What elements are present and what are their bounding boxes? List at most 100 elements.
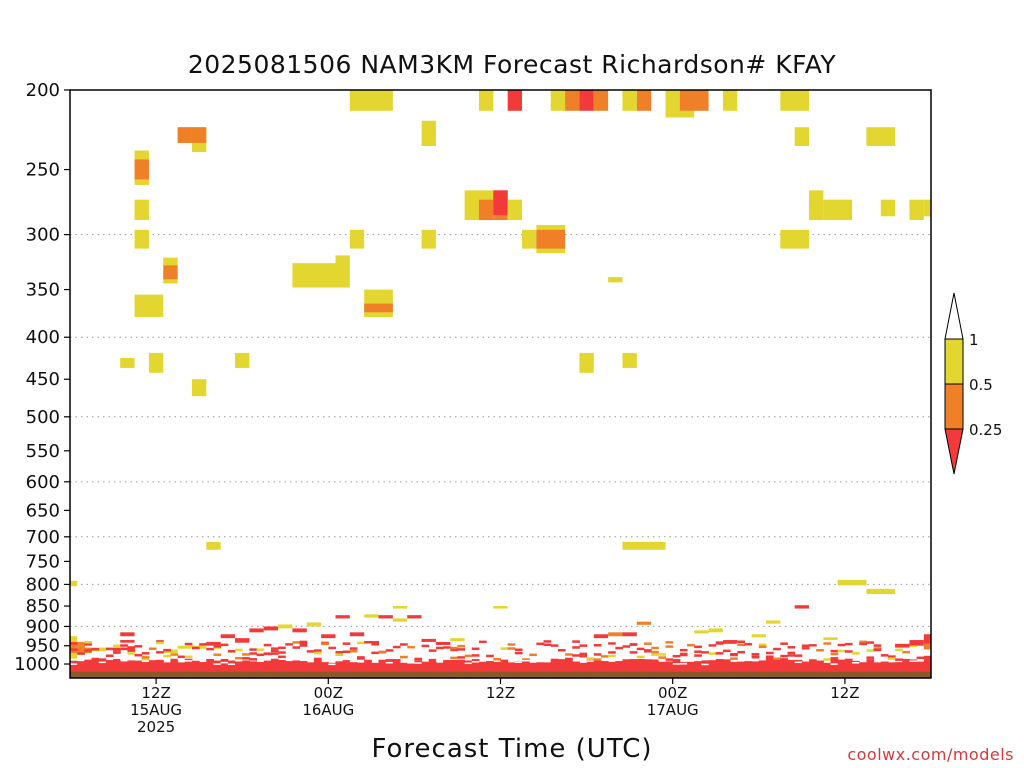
bl-streak-103-0 <box>809 644 817 647</box>
ri-cell-50 <box>148 352 164 373</box>
bl-streak-88-0 <box>701 651 710 654</box>
ri-cell-5 <box>579 90 594 111</box>
bl-base-80 <box>644 659 652 678</box>
bl-streak-62-1 <box>514 648 523 651</box>
bl-streak-99-0 <box>780 658 788 661</box>
bl-base-13 <box>163 662 171 678</box>
ri-cell-52 <box>191 379 207 397</box>
bl-streak-62-0 <box>514 651 523 655</box>
bl-base-116 <box>902 658 910 678</box>
bl-streak-29-0 <box>278 651 286 654</box>
bl-streak-55-0 <box>464 654 473 658</box>
bl-streak-8-1 <box>127 646 136 649</box>
bl-streak-22-1 <box>227 649 236 653</box>
bl-streak-35-1 <box>321 642 329 646</box>
bl-streak-92-2 <box>730 657 738 660</box>
bl-base-71 <box>579 662 588 678</box>
bl-streak-53-1 <box>450 656 458 660</box>
bl-streak-100-0 <box>787 654 796 657</box>
bl-streak-82-0 <box>658 656 667 659</box>
bl-streak-73-0 <box>593 658 602 661</box>
bl-gap-36 <box>328 663 336 666</box>
y-tick-label-250: 250 <box>26 160 60 181</box>
bl-streak-86-0 <box>687 643 695 647</box>
bl-streak-73-1 <box>593 644 602 647</box>
bl-streak-5-0 <box>105 654 114 657</box>
ri-cell-73 <box>177 645 192 649</box>
bl-base-18 <box>199 662 207 678</box>
bl-streak-93-2 <box>737 650 745 654</box>
bl-streak-81-0 <box>651 653 659 656</box>
ri-cell-22 <box>134 159 149 180</box>
bl-streak-93-0 <box>737 643 745 647</box>
bl-base-115 <box>895 662 903 678</box>
legend-label-2: 0.25 <box>969 421 1002 439</box>
bl-streak-71-1 <box>579 652 588 656</box>
bl-base-79 <box>636 658 645 678</box>
bl-streak-50-0 <box>428 649 437 652</box>
bl-streak-40-1 <box>357 656 365 659</box>
ri-cell-39 <box>536 229 566 249</box>
y-tick-label-900: 900 <box>26 616 60 637</box>
ri-cell-62 <box>794 605 810 609</box>
bl-streak-112-0 <box>873 647 882 650</box>
ri-cell-70 <box>120 640 135 643</box>
bl-streak-112-1 <box>873 648 882 652</box>
bl-base-50 <box>428 658 437 678</box>
bl-streak-12-2 <box>156 641 164 645</box>
bl-streak-24-0 <box>242 653 250 656</box>
bl-base-86 <box>687 661 695 678</box>
bl-base-66 <box>543 662 552 678</box>
bl-base-101 <box>794 659 803 678</box>
ri-cell-85 <box>349 632 365 637</box>
bl-streak-64-0 <box>529 653 537 657</box>
bl-streak-17-0 <box>191 646 200 650</box>
bl-base-43 <box>378 659 387 678</box>
bl-base-10 <box>141 661 150 678</box>
bl-gap-106 <box>830 663 839 665</box>
ri-cell-30 <box>823 199 853 221</box>
bl-base-57 <box>478 661 487 678</box>
bl-streak-21-0 <box>220 643 229 647</box>
bl-base-38 <box>342 660 351 678</box>
bl-streak-106-1 <box>830 657 839 660</box>
bl-gap-20 <box>213 663 222 665</box>
bl-streak-94-0 <box>744 643 753 646</box>
bl-base-30 <box>285 661 293 678</box>
bl-streak-100-2 <box>787 651 796 655</box>
legend: 1 0.5 0.25 <box>944 292 1002 475</box>
ri-cell-1 <box>478 90 494 111</box>
bl-streak-95-2 <box>751 656 760 659</box>
bl-streak-16-0 <box>184 655 193 659</box>
bl-streak-39-0 <box>349 649 358 653</box>
bl-base-112 <box>873 662 882 678</box>
bl-streak-60-0 <box>500 647 509 650</box>
bl-gap-63 <box>522 659 530 662</box>
bl-streak-42-0 <box>371 651 380 655</box>
ri-cell-4 <box>565 90 580 111</box>
bl-streak-118-0 <box>916 656 925 660</box>
ri-cell-13 <box>780 90 810 111</box>
ri-cell-102 <box>823 637 838 641</box>
ri-cell-42 <box>163 265 178 280</box>
bl-streak-10-0 <box>141 658 150 661</box>
bl-streak-70-1 <box>572 646 580 649</box>
bl-streak-10-1 <box>141 656 150 659</box>
y-tick-label-500: 500 <box>26 407 60 428</box>
bl-streak-76-0 <box>615 646 623 650</box>
bl-streak-9-0 <box>134 645 143 648</box>
bl-gap-87 <box>694 659 702 662</box>
bl-streak-87-2 <box>694 645 702 649</box>
bl-base-77 <box>622 659 631 678</box>
bl-streak-2-2 <box>84 640 93 644</box>
bl-streak-89-0 <box>708 652 717 655</box>
bl-streak-9-1 <box>134 653 143 657</box>
ri-cell-99 <box>722 640 738 644</box>
bl-base-89 <box>708 660 717 678</box>
bl-base-24 <box>242 660 250 678</box>
low-level-band <box>70 640 932 678</box>
bl-streak-0-1 <box>70 648 78 651</box>
ri-cell-68 <box>105 647 121 651</box>
ri-cell-40 <box>780 229 810 249</box>
